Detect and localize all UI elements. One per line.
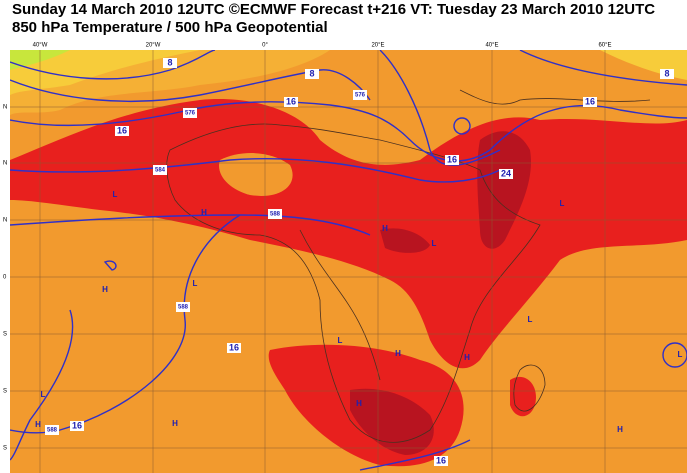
contour-label: 24	[501, 168, 511, 178]
contour-label-bg	[176, 302, 190, 312]
pressure-label: L	[678, 350, 683, 359]
contour-label: 588	[178, 305, 189, 311]
map-field	[10, 50, 687, 473]
pressure-label: H	[201, 208, 207, 217]
contour-label: 16	[447, 154, 457, 164]
contour-label-bg	[163, 58, 177, 68]
contour-label: 16	[286, 96, 296, 106]
contour-label-bg	[153, 165, 167, 175]
contour-label-bg	[583, 97, 597, 107]
contour-label-bg	[227, 343, 241, 353]
contour	[359, 439, 471, 471]
pressure-label: L	[113, 190, 118, 199]
lon-label: 40°E	[485, 43, 498, 49]
coastline	[166, 123, 541, 443]
lat-label: S	[3, 446, 7, 452]
pressure-label: H	[395, 349, 401, 358]
lon-label: 60°E	[598, 43, 611, 49]
hottest-field	[380, 228, 430, 253]
contour-label: 16	[72, 420, 82, 430]
coastline	[459, 89, 651, 105]
pressure-label: H	[356, 399, 362, 408]
contour-label-bg	[434, 456, 448, 466]
lat-label: N	[3, 218, 7, 224]
contour-label: 588	[47, 428, 58, 434]
contour-label: 16	[585, 96, 595, 106]
pressure-label: L	[432, 239, 437, 248]
contour-label-bg	[70, 421, 84, 431]
contour	[379, 50, 501, 166]
contour	[10, 214, 371, 236]
lat-label: S	[3, 389, 7, 395]
contour-label-bg	[115, 126, 129, 136]
pressure-label: H	[35, 420, 41, 429]
pressure-label: H	[102, 285, 108, 294]
coastline	[166, 89, 651, 443]
contour-label: 584	[155, 168, 166, 174]
contour-label: 588	[270, 212, 281, 218]
lat-label: N	[3, 105, 7, 111]
contour-label: 16	[117, 125, 127, 135]
contour	[453, 117, 471, 135]
contour-label-bg	[268, 209, 282, 219]
warm-field	[219, 153, 293, 196]
contour-label: 576	[355, 93, 366, 99]
lat-label: S	[3, 332, 7, 338]
contour-label-bg	[284, 97, 298, 107]
pressure-label: L	[338, 336, 343, 345]
pressure-label: L	[528, 315, 533, 324]
contour-label: 16	[436, 455, 446, 465]
lon-label: 40°W	[33, 43, 48, 49]
lon-label: 20°E	[371, 43, 384, 49]
pressure-label: H	[617, 425, 623, 434]
pressure-label: H	[382, 224, 388, 233]
coastline	[299, 229, 381, 381]
contour-label: 8	[664, 68, 669, 78]
contour-label: 8	[309, 68, 314, 78]
contour	[10, 158, 501, 183]
contour	[10, 214, 241, 434]
lon-label: 0°	[262, 43, 268, 49]
lon-label: 20°W	[146, 43, 161, 49]
subtitle: 850 hPa Temperature / 500 hPa Geopotenti…	[12, 19, 328, 36]
pressure-label: H	[172, 419, 178, 428]
pressure-label: H	[464, 353, 470, 362]
contour-label-bg	[45, 425, 59, 435]
title: Sunday 14 March 2010 12UTC ©ECMWF Foreca…	[12, 1, 656, 18]
contour-label-bg	[499, 169, 513, 179]
contour-label-bg	[445, 155, 459, 165]
contour	[519, 50, 687, 86]
contour	[10, 50, 216, 80]
pressure-label: L	[41, 390, 46, 399]
pressure-label: L	[560, 199, 565, 208]
contour-label: 16	[229, 342, 239, 352]
coastline	[513, 364, 546, 412]
contour-label-bg	[353, 90, 367, 100]
contour	[10, 309, 74, 461]
contour	[662, 342, 687, 368]
contour-label: 8	[167, 57, 172, 67]
contour	[10, 101, 687, 162]
geopotential-contours	[10, 50, 687, 471]
contour-label-bg	[305, 69, 319, 79]
cold-field	[10, 50, 200, 95]
contour	[103, 260, 117, 271]
contour-label-bg	[183, 108, 197, 118]
pressure-label: L	[193, 279, 198, 288]
hottest-field	[477, 131, 531, 249]
labels: 40°W 20°W 0° 20°E 40°E 60°E N N N 0 S S S 8 8 576 16 16 57…	[3, 43, 683, 466]
lat-label: N	[3, 161, 7, 167]
contour	[10, 69, 371, 103]
contour-label: 576	[185, 111, 196, 117]
lat-label: 0	[3, 275, 7, 281]
graticule	[10, 50, 687, 473]
contour-label-bg	[660, 69, 674, 79]
